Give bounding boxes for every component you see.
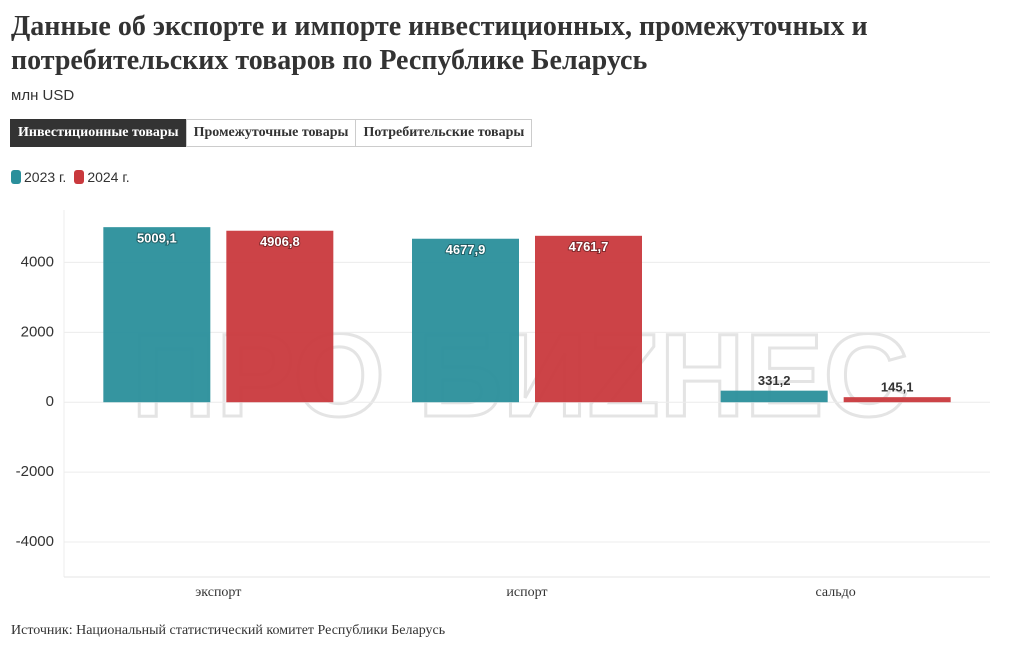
subtitle: млн USD [11, 87, 75, 104]
y-tick-label: -4000 [16, 533, 54, 550]
x-tick-label: экспорт [195, 585, 241, 600]
y-tick-label: -2000 [16, 463, 54, 480]
legend-label: 2023 г. [24, 169, 67, 185]
tab-button[interactable]: Потребительские товары [355, 119, 533, 147]
y-tick-label: 0 [46, 393, 54, 410]
y-tick-label: 4000 [21, 253, 54, 270]
data-label: 145,1 [881, 380, 914, 395]
bar [226, 230, 334, 403]
bar [412, 238, 519, 403]
bar [103, 227, 211, 403]
legend-item[interactable]: 2023 г. [11, 169, 66, 185]
tabs: Инвестиционные товары Промежуточные товар… [10, 119, 533, 147]
y-tick-label: 2000 [21, 323, 54, 340]
data-label: 331,2 [758, 373, 791, 388]
legend: 2023 г. 2024 г. [11, 169, 130, 185]
legend-swatch [74, 170, 85, 184]
data-label: 4906,8 [260, 234, 300, 249]
x-tick-label: испорт [506, 585, 547, 600]
source: Источник: Национальный статистический ко… [11, 623, 446, 638]
data-label: 5009,1 [137, 231, 177, 246]
legend-swatch [11, 170, 21, 184]
data-label: 4677,9 [446, 242, 486, 257]
x-tick-label: сальдо [816, 585, 856, 600]
bar [535, 235, 642, 403]
title: Данные об экспорте и импорте инвестицион… [11, 11, 868, 76]
bar [843, 397, 951, 403]
bar [720, 390, 828, 403]
tab-button[interactable]: Промежуточные товары [185, 119, 357, 147]
legend-item[interactable]: 2024 г. [74, 169, 130, 185]
data-label: 4761,7 [569, 239, 609, 254]
legend-label: 2024 г. [87, 169, 130, 185]
